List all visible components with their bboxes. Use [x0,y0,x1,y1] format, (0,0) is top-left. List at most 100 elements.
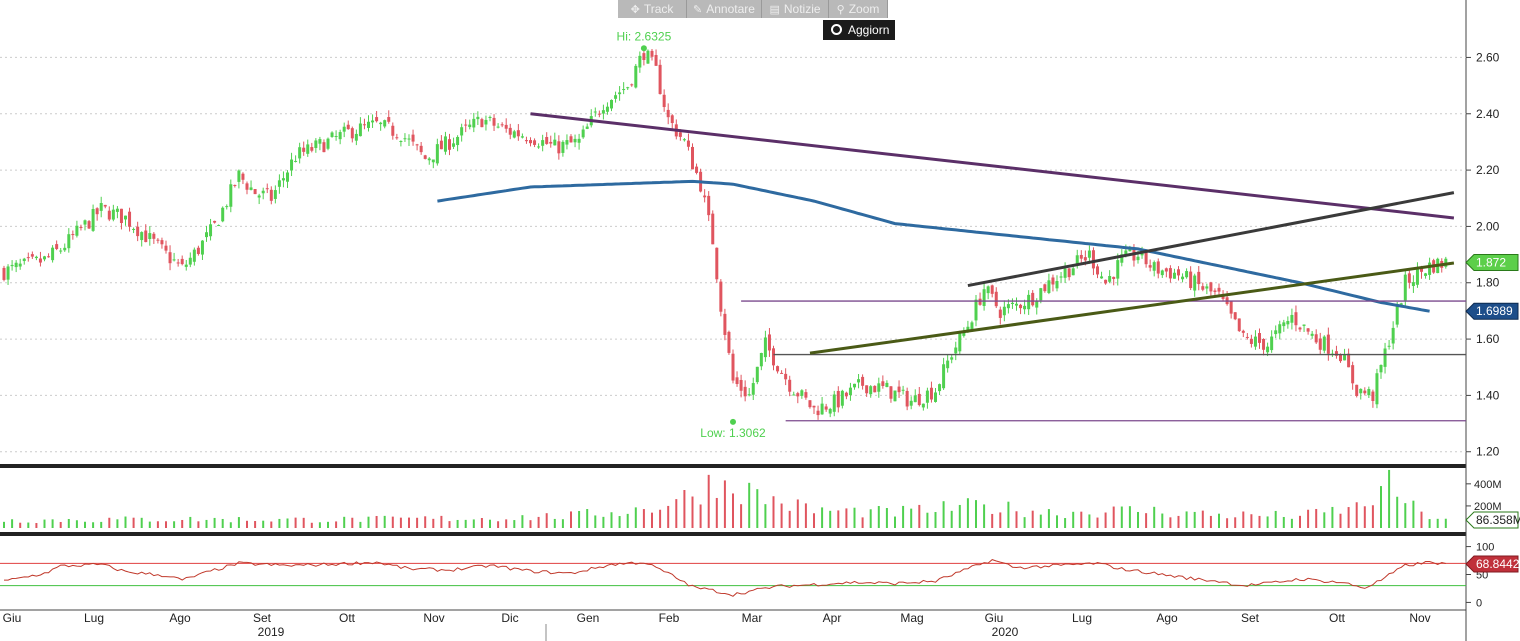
volume-bar [67,519,70,528]
candle-body [1189,271,1193,289]
volume-bar [92,522,95,528]
candle-body [848,387,852,396]
candle-body [1424,273,1428,276]
candle-body [1087,250,1091,258]
volume-bar [1201,510,1204,528]
candle-body [994,291,998,307]
annotate-button[interactable]: ✎ Annotare [687,0,762,18]
x-month-label: Mag [900,611,923,625]
candle-body [670,115,674,124]
news-button[interactable]: ▤ Notizie [762,0,829,18]
x-month-label: Ago [1156,611,1178,625]
candle-body [982,289,986,306]
candle-body [978,298,982,305]
candle-body [529,140,532,144]
candle-body [792,394,796,396]
candle-body [1314,334,1318,343]
volume-bar [1396,496,1399,528]
zoom-button[interactable]: ⚲ Zoom [829,0,888,18]
rsi-last-badge [1465,555,1519,573]
y-tick-label: 1.80 [1476,276,1500,290]
volume-bar [432,518,435,528]
candle-body [1339,354,1342,362]
candle-body [375,117,379,122]
low-point-marker [730,418,736,425]
candle-body [524,140,528,142]
volume-bar [1242,511,1245,528]
volume-bar [472,519,475,528]
volume-bar [748,482,751,528]
candle-body [164,245,168,251]
track-button[interactable]: ✥ Track [618,0,687,18]
candle-body [1059,276,1063,278]
volume-bar [1226,518,1229,528]
candle-body [22,258,26,262]
candle-body [411,134,415,142]
volume-bar [262,520,265,528]
candle-body [1310,333,1314,336]
candle-body [666,109,670,118]
candle-body [431,159,435,163]
candle-body [168,252,172,264]
candle-body [1112,276,1116,279]
volume-bar [804,503,807,528]
candle-body [610,99,613,109]
candle-body [836,390,840,408]
x-month-label: Ago [169,611,191,625]
volume-bar [999,512,1002,528]
candle-body [371,120,375,123]
candle-body [958,332,962,352]
candle-body [1290,314,1294,323]
candle-body [869,386,873,395]
volume-last-badge-text: 86.358M [1476,513,1520,527]
candle-body [1100,276,1104,279]
volume-bar [1282,516,1285,528]
candle-body [253,189,257,195]
candle-body [557,141,561,154]
candle-body [87,221,91,229]
candle-body [897,386,901,393]
candle-body [970,322,974,330]
candle-body [1160,270,1164,276]
candle-body [1428,262,1432,275]
volume-bar [1234,517,1237,528]
volume-bar [1428,519,1431,528]
volume-bar [448,521,451,528]
candle-body [905,390,909,407]
volume-bar [1250,514,1253,528]
moving-average-line [437,179,1430,313]
volume-bar [942,501,945,528]
candle-body [1363,390,1367,394]
volume-bar [991,513,994,528]
candle-body [391,125,395,136]
y-tick-label: 2.00 [1476,219,1500,233]
candle-body [403,138,407,140]
volume-bar [1047,509,1050,528]
candle-body [1148,265,1152,268]
x-month-label: Giu [985,611,1004,625]
candle-body [1403,274,1407,301]
zoom-label: Zoom [848,2,880,16]
volume-bar [1274,510,1277,528]
candle-body [1411,282,1415,287]
refresh-button[interactable]: Aggiorn [823,20,895,40]
volume-bar [602,516,605,528]
candle-body [1047,280,1051,293]
volume-bar [173,521,176,528]
volume-bar [286,518,289,528]
volume-bar [1266,516,1269,528]
candle-body [990,285,994,294]
candle-body [43,256,46,260]
volume-bar [521,515,524,528]
candle-body [115,208,119,212]
volume-bar [156,521,159,528]
candle-body [281,178,285,181]
candle-body [51,247,55,261]
candle-body [1031,292,1035,306]
candle-body [800,390,804,396]
candle-body [338,132,342,140]
candle-body [601,110,605,114]
candle-body [59,250,63,252]
volume-bar [1258,515,1261,528]
candle-body [893,390,897,402]
